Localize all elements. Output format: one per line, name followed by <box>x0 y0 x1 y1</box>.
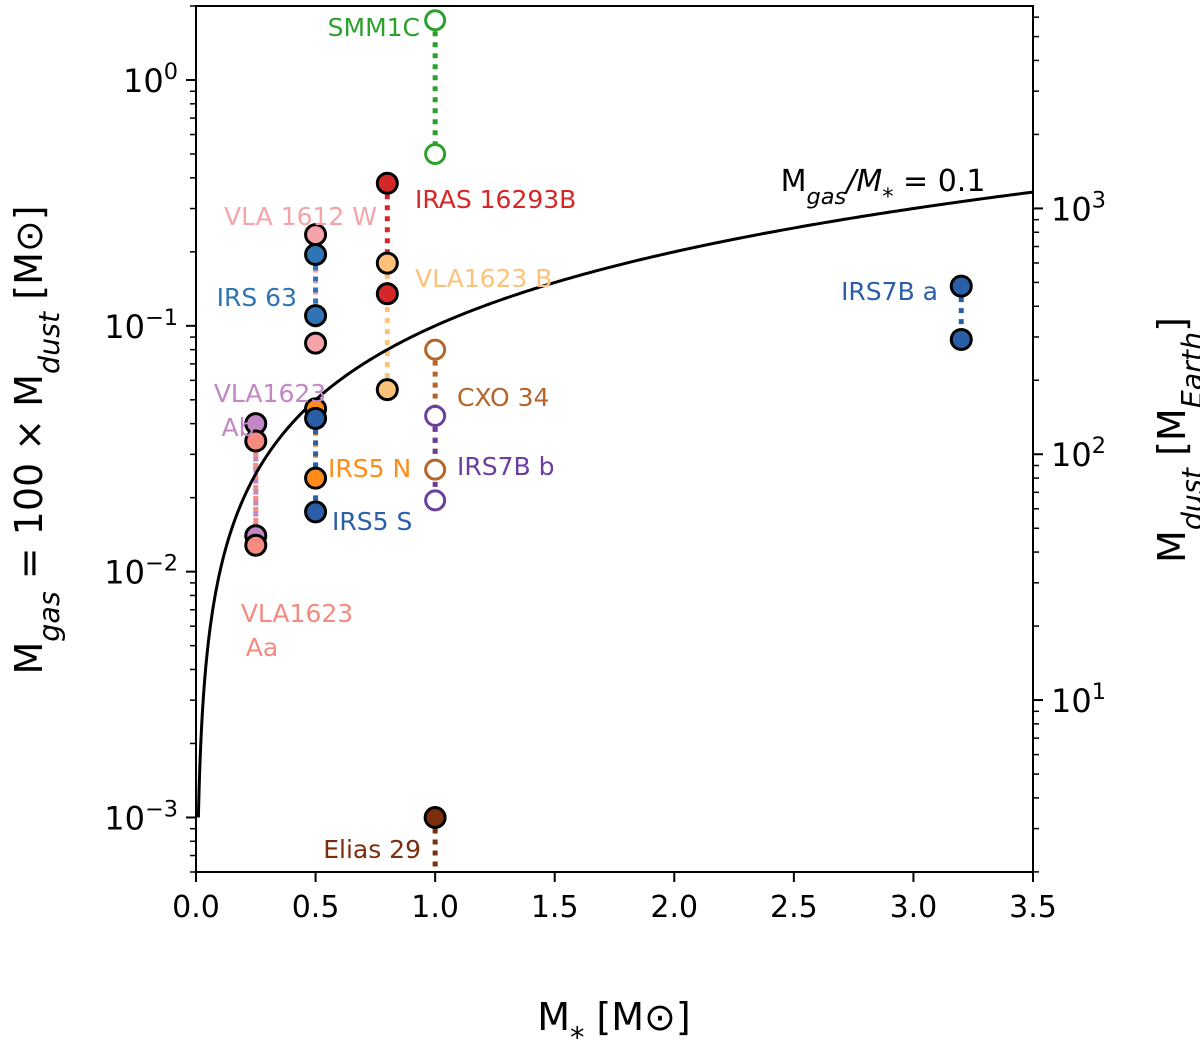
x-tick-label: 2.0 <box>650 890 698 925</box>
x-tick-label: 0.0 <box>172 890 220 925</box>
x-tick-label: 1.5 <box>531 890 579 925</box>
source-labels: SMM1C IRAS 16293B VLA 1612 W IRS 63 VLA1623 … <box>214 13 938 864</box>
source-label: VLA1623 <box>214 379 326 408</box>
right-y-axis-ticks: 101 102 103 <box>1033 16 1106 873</box>
y-tick-label: 10−2 <box>104 551 178 592</box>
source-label: IRS5 N <box>328 454 411 483</box>
y-axis-ticks: 10−3 10−2 10−1 100 <box>104 5 196 873</box>
source-label: IRS 63 <box>217 283 297 312</box>
x-tick-label: 2.5 <box>770 890 818 925</box>
x-tick-label: 0.5 <box>292 890 340 925</box>
x-tick-label: 3.0 <box>890 890 938 925</box>
plot-frame <box>195 5 1034 873</box>
data-point <box>949 327 973 351</box>
source-label: Elias 29 <box>323 835 421 864</box>
source-label: SMM1C <box>328 13 420 42</box>
y-axis-label: Mgas = 100 × Mdust [M⊙] <box>7 205 66 674</box>
data-point <box>424 338 447 361</box>
source-label: IRS7B b <box>457 452 555 481</box>
y-tick-label: 100 <box>123 59 178 100</box>
source-label: VLA1623 B <box>415 264 552 293</box>
ratio-curve-label: Mgas/M* = 0.1 <box>781 164 986 210</box>
data-point <box>304 466 328 490</box>
data-point <box>424 404 447 427</box>
data-point <box>304 406 328 430</box>
source-label: VLA 1612 W <box>224 202 377 231</box>
x-axis-label: M* [M⊙] <box>537 995 690 1045</box>
y-tick-label: 10−1 <box>104 305 178 346</box>
data-point <box>304 243 328 267</box>
y-tick-label: 10−3 <box>104 796 178 837</box>
data-point <box>375 282 399 306</box>
source-label: CXO 34 <box>457 383 549 412</box>
x-axis-ticks: 0.0 0.5 1.0 1.5 2.0 2.5 3.0 3.5 <box>172 872 1057 925</box>
data-point <box>424 489 447 512</box>
source-label: IRAS 16293B <box>415 185 576 214</box>
source-label: VLA1623 <box>241 599 353 628</box>
data-point <box>949 274 973 298</box>
data-point <box>375 171 399 195</box>
source-label: Aa <box>246 633 278 662</box>
data-point <box>424 9 447 32</box>
data-point <box>304 500 328 524</box>
connector-lines <box>253 20 964 872</box>
source-label: IRS5 S <box>332 507 412 536</box>
y2-tick-label: 103 <box>1051 187 1106 228</box>
y2-tick-label: 101 <box>1051 679 1106 720</box>
y2-tick-label: 102 <box>1051 433 1106 474</box>
source-label: IRS7B a <box>841 277 938 306</box>
data-point <box>423 805 447 829</box>
data-point <box>424 142 447 165</box>
x-tick-label: 1.0 <box>411 890 459 925</box>
data-markers <box>244 9 973 829</box>
data-point <box>375 378 399 402</box>
source-label: Ab <box>222 413 255 442</box>
data-point <box>244 429 268 453</box>
data-point <box>304 331 328 355</box>
right-y-axis-label: Mdust [MEarth] <box>1150 317 1200 563</box>
ratio-curve <box>196 190 1034 818</box>
data-point <box>304 304 328 328</box>
data-point <box>375 251 399 275</box>
data-point <box>244 533 268 557</box>
data-point <box>424 458 447 481</box>
x-tick-label: 3.5 <box>1009 890 1057 925</box>
